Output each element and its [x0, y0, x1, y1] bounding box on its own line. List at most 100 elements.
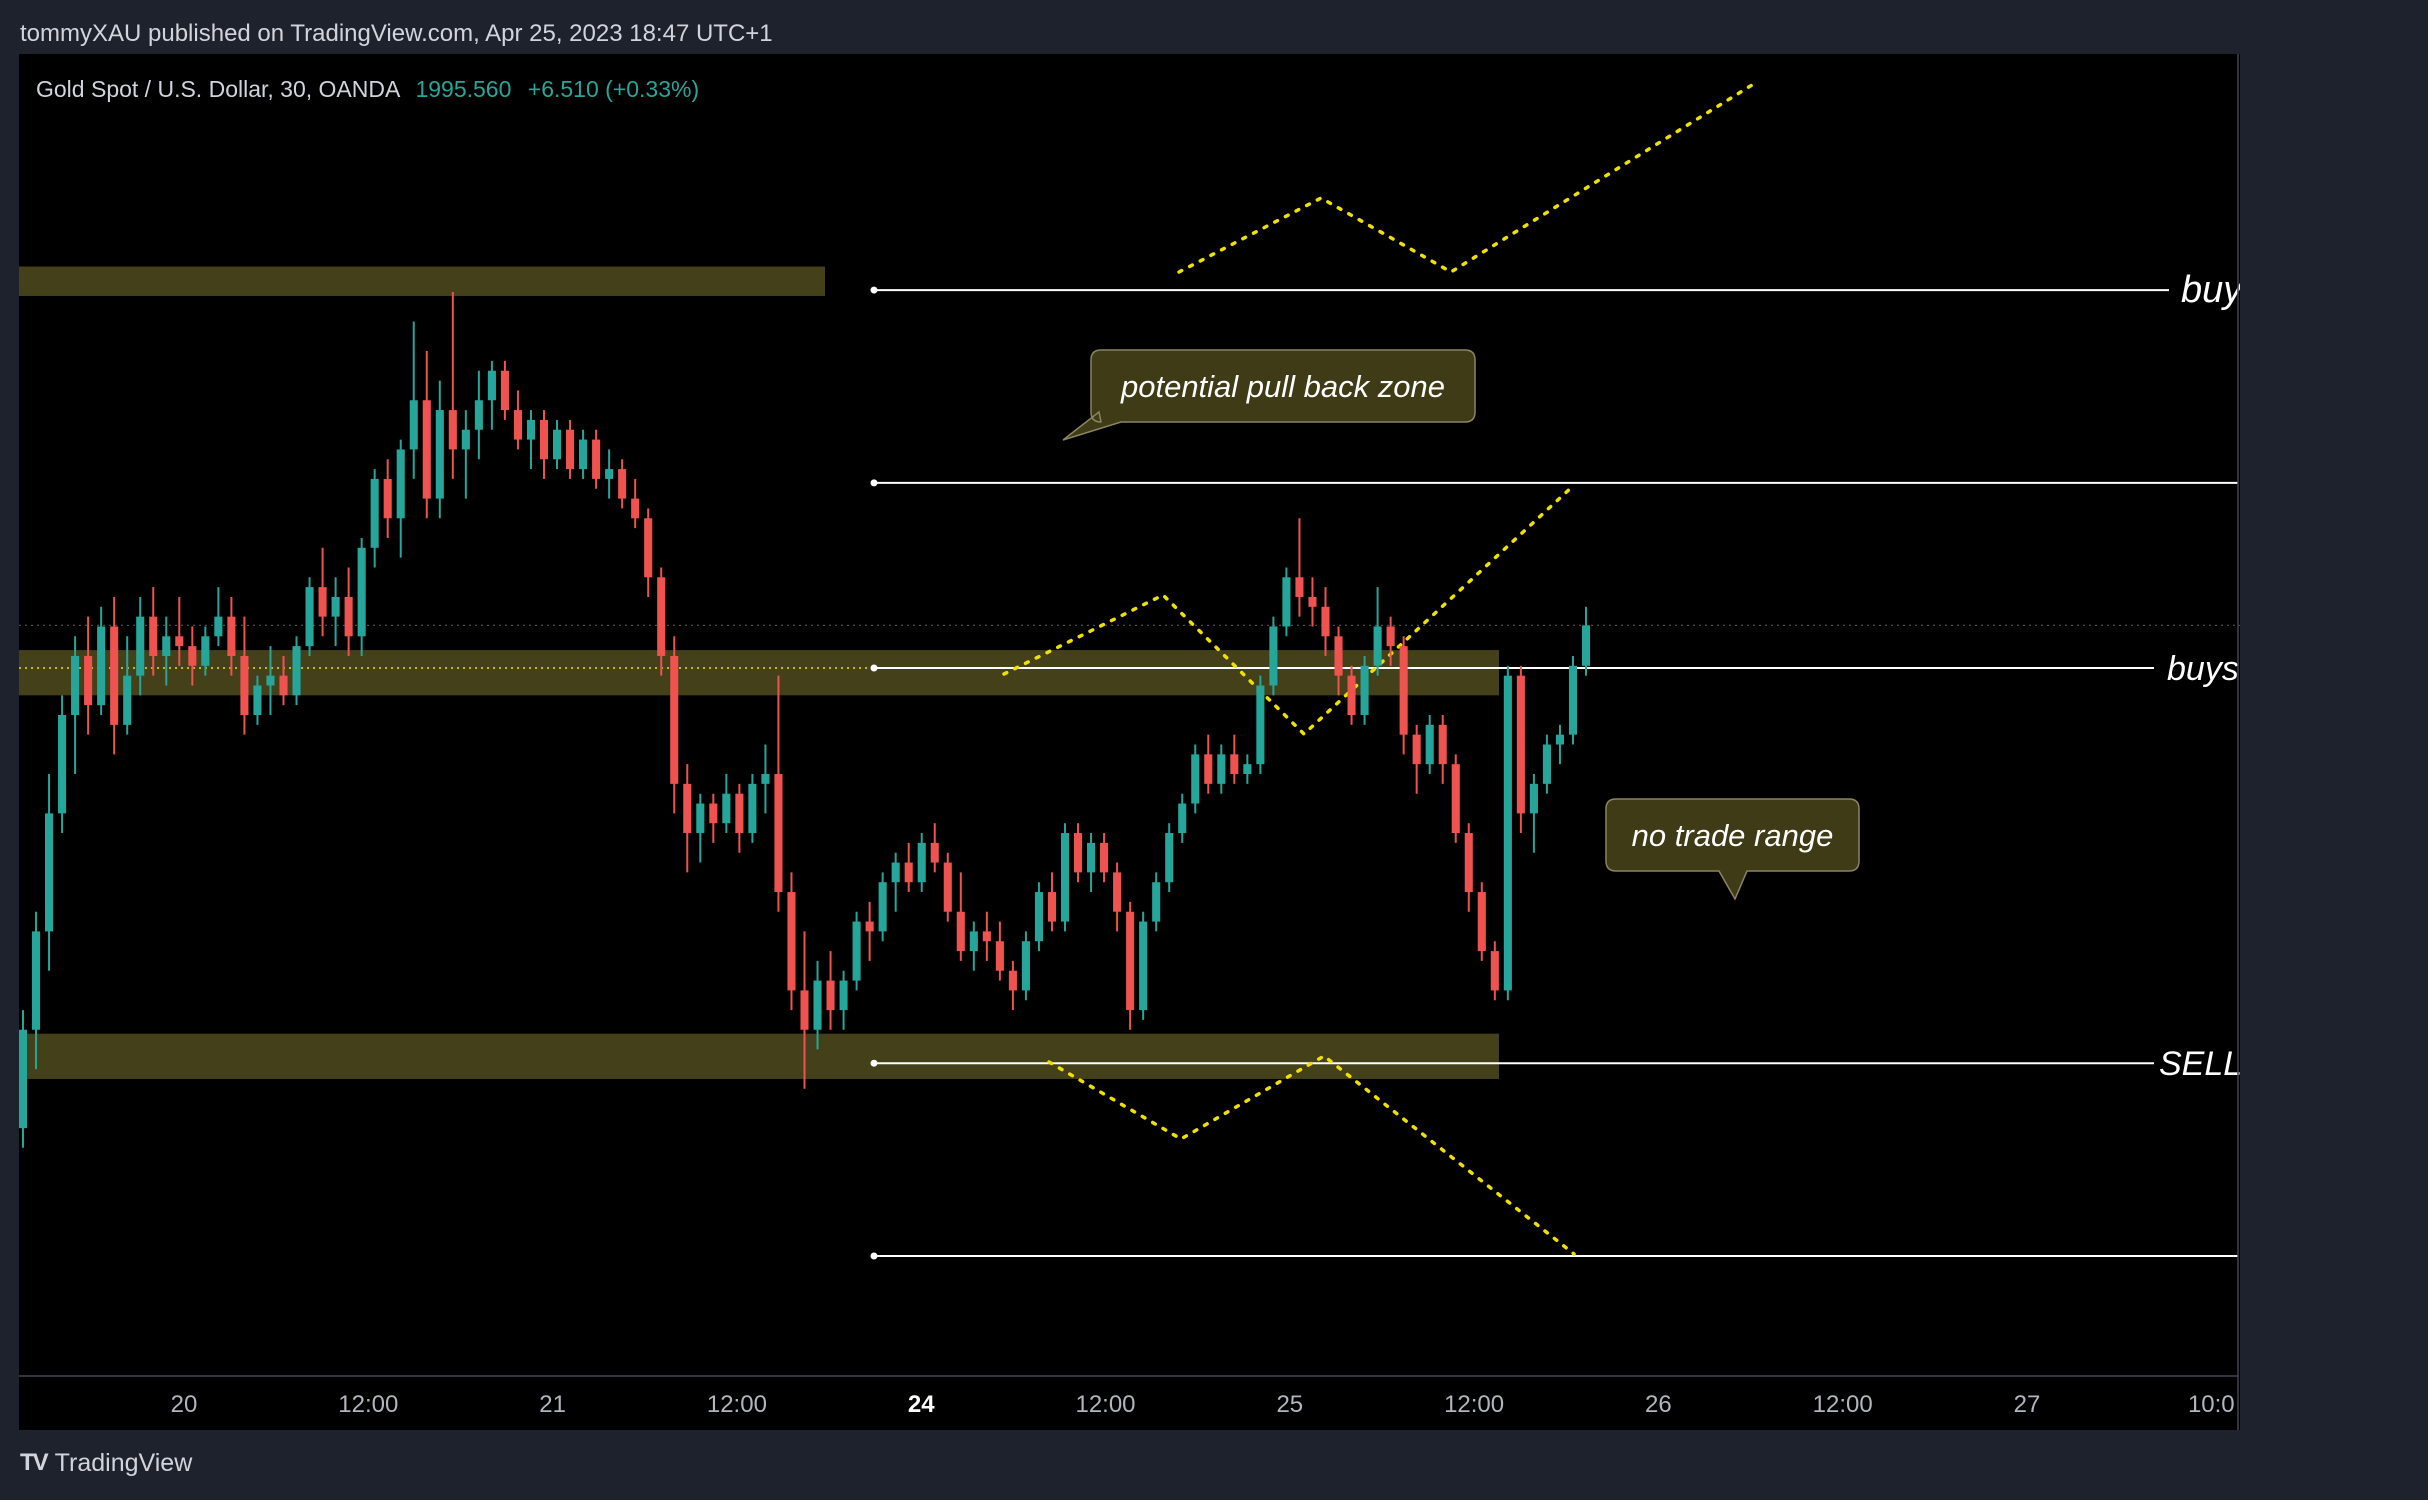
symbol-info: Gold Spot / U.S. Dollar, 30, OANDA 1995.…: [36, 76, 699, 103]
candle-body: [969, 931, 978, 952]
candle-body: [1008, 970, 1017, 991]
candle-body: [1425, 724, 1434, 765]
callout-text: no trade range: [1632, 818, 1834, 853]
candle-body: [1360, 665, 1369, 715]
candle-body: [709, 803, 718, 824]
zone-box: [19, 266, 825, 296]
candle-body: [1139, 921, 1148, 1011]
candle-body: [1178, 803, 1187, 834]
candle-body: [1126, 911, 1135, 1011]
candle-body: [839, 980, 848, 1011]
candle-body: [670, 655, 679, 784]
candle-body: [448, 410, 457, 450]
candle-body: [84, 655, 93, 706]
candle-body: [1464, 833, 1473, 893]
candle-body: [1047, 892, 1057, 922]
candle-body: [201, 636, 210, 666]
candle-body: [461, 429, 470, 450]
zone-box: [19, 1033, 1499, 1079]
candle-body: [1477, 892, 1486, 952]
candle-body: [188, 646, 197, 666]
candle-body: [930, 842, 939, 863]
callout-box: [1062, 349, 1476, 441]
candle-body: [97, 626, 106, 706]
candle-body: [917, 842, 926, 883]
candle-body: [904, 862, 913, 883]
candle-body: [1165, 833, 1174, 883]
candle-body: [383, 478, 392, 519]
candle-body: [253, 685, 262, 715]
candle-body: [618, 469, 627, 499]
publish-header: tommyXAU published on TradingView.com, A…: [20, 20, 773, 47]
candle-body: [409, 400, 418, 450]
candle-body: [435, 410, 444, 499]
candle-body: [1308, 596, 1317, 607]
candle-body: [813, 980, 822, 1030]
candle-body: [422, 400, 431, 499]
level-anchor-dot: [870, 1252, 878, 1260]
callout-box: [1605, 798, 1860, 901]
candle-body: [1073, 833, 1083, 873]
candle-body: [331, 596, 340, 617]
candle-body: [1217, 754, 1226, 784]
callout-text: potential pull back zone: [1120, 369, 1445, 404]
candle-body: [500, 370, 509, 411]
projection-path: [1002, 484, 1575, 737]
candle-body: [1269, 626, 1278, 686]
candle-body: [579, 439, 588, 470]
candle-body: [227, 616, 236, 656]
chart-panel[interactable]: buy buys SELLS potential pull back zone no t…: [19, 54, 2240, 1430]
candle-body: [644, 518, 653, 578]
candle-body: [1060, 833, 1070, 922]
level-label: SELLS: [2159, 1045, 2240, 1083]
candle-body: [513, 410, 522, 440]
candle-body: [735, 793, 744, 834]
x-tick-label: 10:0: [2188, 1391, 2235, 1418]
x-tick-label: 26: [1645, 1391, 1672, 1418]
candle-body: [943, 862, 952, 912]
candle-body: [761, 774, 770, 784]
candle-body: [566, 429, 575, 470]
candle-body: [592, 439, 601, 479]
x-tick-label: 12:00: [707, 1391, 767, 1418]
candle-body: [1021, 941, 1030, 991]
x-tick-label: 27: [2014, 1391, 2041, 1418]
candle-body: [1490, 951, 1499, 991]
price-chart[interactable]: buy buys SELLS potential pull back zone no t…: [19, 54, 2240, 1430]
candle-body: [1034, 892, 1043, 942]
candle-body: [605, 469, 614, 479]
x-tick-label: 20: [171, 1391, 198, 1418]
candle-body: [1399, 646, 1408, 735]
candle-body: [1347, 675, 1356, 715]
candle-body: [552, 429, 562, 460]
footer-brand: TradingView: [54, 1448, 193, 1477]
symbol-name: Gold Spot / U.S. Dollar, 30, OANDA: [36, 76, 400, 102]
x-tick-label: 12:00: [338, 1391, 398, 1418]
x-tick-label: 12:00: [1444, 1391, 1504, 1418]
candle-body: [487, 370, 496, 401]
candle-body: [1555, 734, 1564, 745]
level-anchor-dot: [870, 286, 878, 294]
candle-body: [526, 419, 536, 440]
candle-body: [71, 655, 80, 715]
candle-body: [1321, 606, 1330, 637]
footer: TV TradingView: [20, 1448, 192, 1478]
symbol-price: 1995.560: [415, 76, 512, 102]
candle-body: [1256, 685, 1265, 765]
candle-body: [292, 646, 301, 696]
candle-body: [162, 636, 171, 656]
candle-body: [357, 547, 366, 637]
candle-body: [1230, 754, 1239, 775]
x-tick-label: 24: [908, 1391, 935, 1418]
candle-body: [396, 449, 405, 519]
candle-body: [58, 715, 67, 814]
candle-body: [683, 783, 692, 834]
candle-body: [956, 911, 965, 952]
candle-body: [774, 774, 783, 893]
candle-body: [1451, 764, 1460, 834]
level-label: buys: [2167, 650, 2239, 688]
candle-body: [1503, 675, 1512, 991]
candle-body: [1386, 626, 1395, 647]
candle-body: [175, 636, 184, 647]
candle-body: [474, 400, 483, 430]
